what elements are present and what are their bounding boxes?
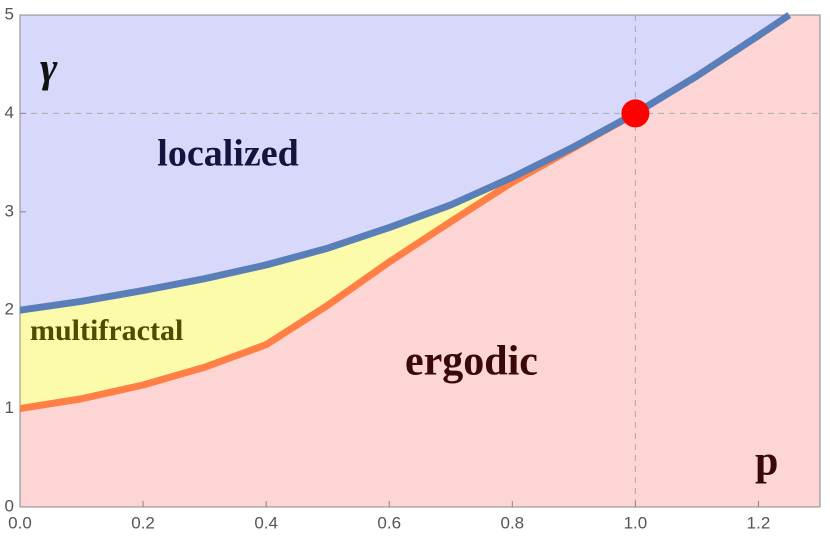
phase-boundary	[19, 12, 792, 314]
x-tick-label: 0.2	[131, 513, 155, 532]
x-tick-label: 0.8	[500, 513, 524, 532]
x-tick-label: 0.0	[8, 513, 32, 532]
y-tick-label: 3	[5, 201, 14, 220]
x-tick-label: 0.4	[254, 513, 278, 532]
y-tick-label: 0	[5, 496, 14, 515]
y-tick-label: 1	[5, 398, 14, 417]
region-localized	[20, 15, 790, 311]
x-axis-label: p	[755, 439, 778, 485]
region-label: localized	[157, 133, 298, 175]
critical-point	[621, 99, 650, 128]
y-tick-label: 4	[5, 103, 14, 122]
x-tick-label: 1.2	[747, 513, 771, 532]
plot-frame	[19, 14, 821, 508]
y-tick-label: 2	[5, 300, 14, 319]
x-tick-label: 0.6	[377, 513, 401, 532]
x-tick-label: 1.0	[624, 513, 648, 532]
region-multifractal	[20, 113, 636, 409]
region-label: ergodic	[405, 339, 538, 385]
y-tick-label: 5	[5, 4, 14, 23]
y-axis-label: γ	[40, 46, 58, 92]
region-label: multifractal	[30, 314, 183, 347]
